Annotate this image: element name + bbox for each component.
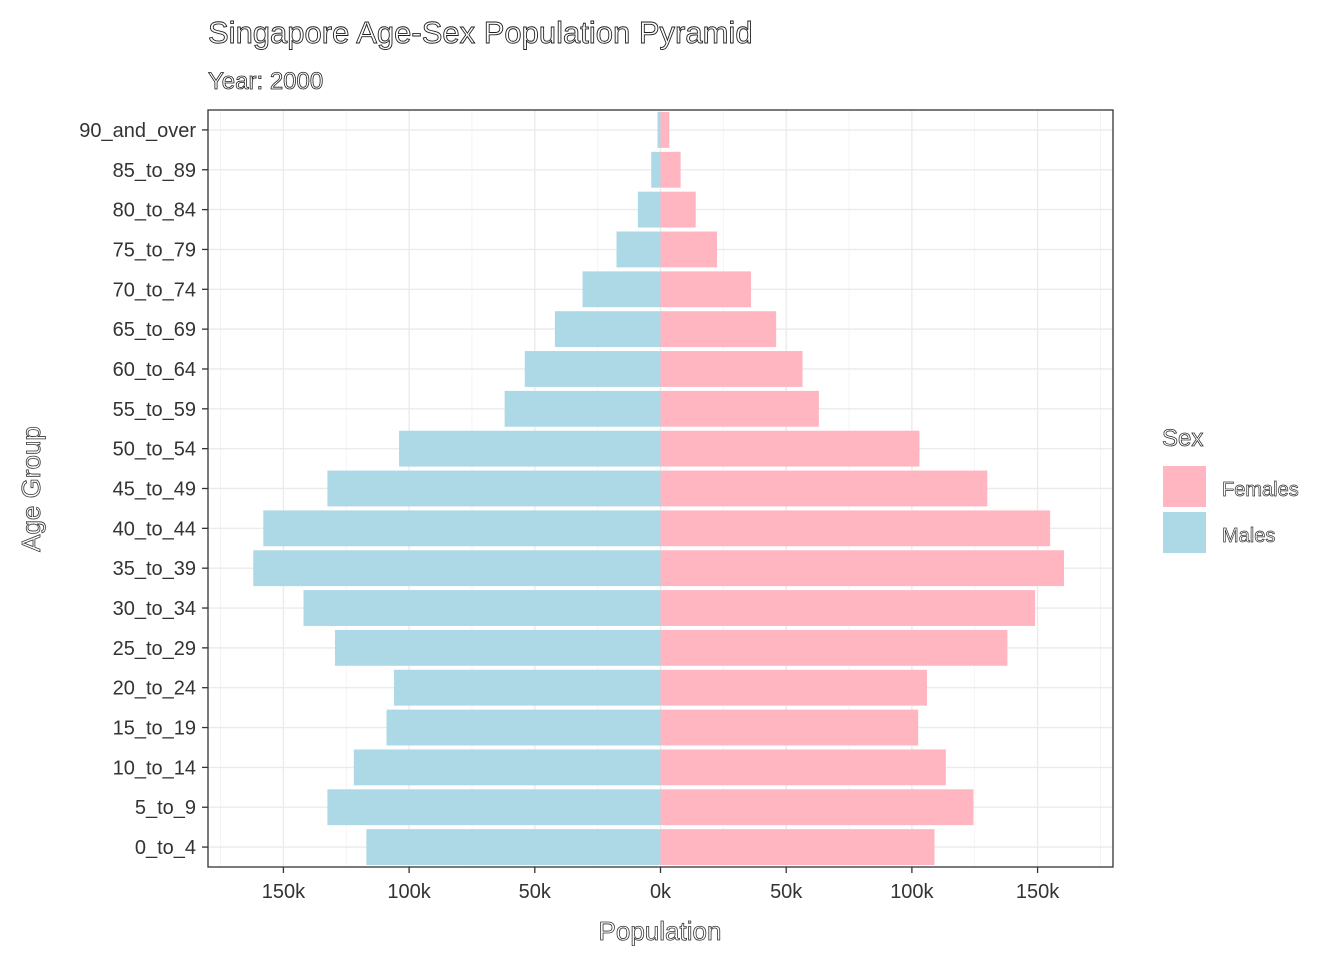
bar-females-15_to_19	[660, 709, 919, 746]
bar-females-90_and_over	[660, 111, 670, 148]
y-tick-label: 5_to_9	[135, 797, 196, 819]
bar-females-5_to_9	[660, 789, 974, 826]
y-tick-label: 70_to_74	[113, 279, 196, 301]
x-tick-label: 50k	[519, 881, 552, 903]
bar-males-20_to_24	[394, 669, 661, 706]
chart-subtitle: Year: 2000	[208, 68, 323, 95]
y-tick-label: 25_to_29	[113, 638, 196, 660]
bar-males-55_to_59	[504, 390, 661, 427]
bar-males-70_to_74	[582, 271, 661, 308]
bar-males-5_to_9	[327, 789, 661, 826]
bar-males-0_to_4	[366, 829, 661, 866]
bar-females-35_to_39	[660, 550, 1064, 587]
chart-title: Singapore Age-Sex Population Pyramid	[208, 15, 753, 50]
bar-males-10_to_14	[353, 749, 661, 786]
x-axis-title: Population	[599, 916, 722, 946]
bar-males-65_to_69	[554, 311, 661, 348]
bar-females-0_to_4	[660, 829, 935, 866]
legend-title: Sex	[1162, 425, 1203, 452]
y-tick-label: 55_to_59	[113, 399, 196, 421]
y-tick-label: 35_to_39	[113, 558, 196, 580]
legend-key-females	[1163, 466, 1206, 507]
y-tick-label: 65_to_69	[113, 319, 196, 341]
bar-males-15_to_19	[386, 709, 661, 746]
y-tick-label: 85_to_89	[113, 160, 196, 182]
y-tick-label: 60_to_64	[113, 359, 196, 381]
legend: Sex Females Males	[1162, 425, 1299, 553]
y-tick-label: 0_to_4	[135, 837, 196, 859]
x-tick-label: 100k	[387, 881, 431, 903]
y-tick-label: 10_to_14	[113, 757, 196, 779]
x-tick-label: 150k	[262, 881, 306, 903]
legend-label-females: Females	[1222, 479, 1299, 501]
y-tick-label: 75_to_79	[113, 239, 196, 261]
x-tick-label: 150k	[1016, 881, 1060, 903]
legend-key-males	[1163, 512, 1206, 553]
y-tick-label: 50_to_54	[113, 439, 196, 461]
bar-females-45_to_49	[660, 470, 988, 507]
bar-males-85_to_89	[651, 151, 661, 188]
y-tick-label: 30_to_34	[113, 598, 196, 620]
y-tick-label: 90_and_over	[79, 120, 196, 142]
y-tick-label: 45_to_49	[113, 479, 196, 501]
bar-males-90_and_over	[657, 111, 661, 148]
bar-females-25_to_29	[660, 629, 1008, 666]
x-tick-label: 0k	[650, 881, 672, 903]
y-tick-label: 15_to_19	[113, 718, 196, 740]
bar-males-45_to_49	[327, 470, 661, 507]
bar-males-60_to_64	[524, 351, 661, 387]
bar-males-30_to_34	[303, 590, 661, 626]
bar-males-75_to_79	[616, 231, 661, 268]
bar-females-80_to_84	[660, 191, 696, 228]
bar-females-55_to_59	[660, 390, 819, 427]
bars-layer	[253, 111, 1064, 866]
x-tick-label: 100k	[890, 881, 934, 903]
y-tick-label: 80_to_84	[113, 200, 196, 222]
y-axis-ticks: 0_to_4 5_to_9 10_to_14 15_to_19 20_to_24 25_t…	[79, 120, 208, 859]
bar-males-40_to_44	[263, 510, 661, 547]
y-axis-title: Age Group	[16, 426, 46, 552]
bar-females-70_to_74	[660, 271, 751, 308]
legend-label-males: Males	[1222, 525, 1275, 547]
bar-males-25_to_29	[334, 629, 661, 666]
bar-males-80_to_84	[637, 191, 661, 228]
bar-females-50_to_54	[660, 430, 920, 467]
bar-females-75_to_79	[660, 231, 718, 268]
bar-females-65_to_69	[660, 311, 777, 348]
bar-females-85_to_89	[660, 151, 681, 188]
bar-females-30_to_34	[660, 590, 1036, 626]
bar-females-20_to_24	[660, 669, 927, 706]
bar-females-60_to_64	[660, 351, 803, 387]
bar-females-40_to_44	[660, 510, 1051, 547]
bar-males-50_to_54	[399, 430, 661, 467]
y-tick-label: 20_to_24	[113, 678, 196, 700]
bar-females-10_to_14	[660, 749, 946, 786]
bar-males-35_to_39	[253, 550, 661, 587]
y-tick-label: 40_to_44	[113, 518, 196, 540]
x-tick-label: 50k	[770, 881, 803, 903]
x-axis-ticks: 150k 100k 50k 0k 50k 100k 150k	[262, 867, 1060, 903]
